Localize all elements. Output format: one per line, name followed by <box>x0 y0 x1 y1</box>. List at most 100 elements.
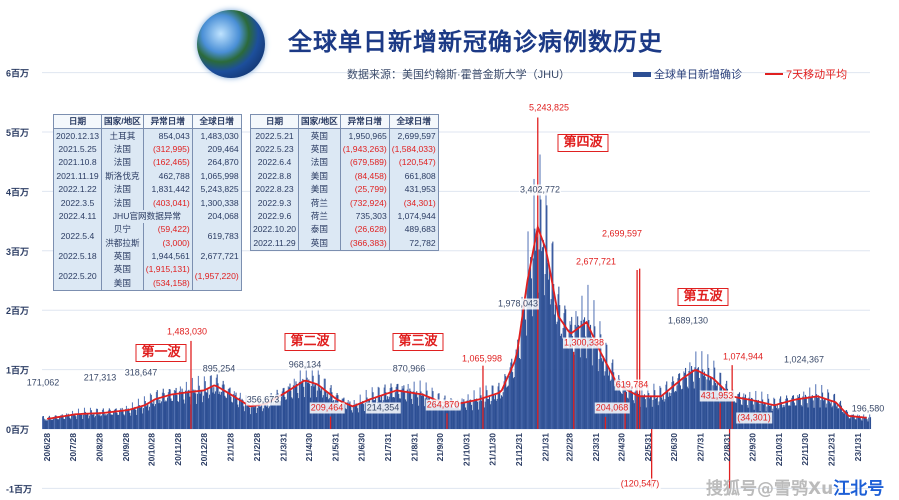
data-label: 214,354 <box>365 402 401 414</box>
daily-bar <box>433 400 435 429</box>
daily-bar <box>345 409 348 429</box>
daily-bar <box>585 358 587 429</box>
daily-bar <box>540 199 542 429</box>
daily-bar <box>214 391 217 429</box>
daily-bar <box>274 404 276 429</box>
table-cell: 法国 <box>298 156 341 170</box>
wave-label: 第五波 <box>677 288 729 306</box>
daily-bar <box>732 391 735 429</box>
daily-bar <box>244 411 246 429</box>
daily-bar <box>684 372 686 429</box>
daily-bar <box>584 317 586 429</box>
daily-bar <box>405 399 407 429</box>
daily-bar <box>722 389 724 429</box>
daily-bar <box>633 403 635 429</box>
daily-bar <box>174 390 176 429</box>
daily-bar <box>673 381 675 429</box>
daily-bar <box>481 400 483 429</box>
daily-bar <box>199 393 201 429</box>
daily-bar <box>95 408 98 429</box>
daily-bar <box>838 408 840 429</box>
daily-bar <box>499 390 501 429</box>
y-tick-label: -1百万 <box>6 484 32 494</box>
data-label: 356,673 <box>245 394 281 406</box>
daily-bar <box>547 262 549 429</box>
table-cell: 661,808 <box>388 169 439 183</box>
daily-bar <box>476 398 478 429</box>
daily-bar <box>775 407 777 429</box>
daily-bar <box>780 402 783 429</box>
daily-bar <box>451 399 453 429</box>
daily-bar <box>179 386 181 429</box>
daily-bar <box>237 404 239 429</box>
daily-bar <box>641 385 643 429</box>
table-row: 2022.10.20 泰国 (26,628) 489,683 <box>249 223 439 237</box>
daily-bar <box>682 377 684 429</box>
daily-bar <box>817 395 819 429</box>
daily-bar <box>729 400 731 429</box>
daily-bar <box>156 390 158 429</box>
daily-bar <box>81 414 83 429</box>
daily-bar <box>258 400 260 429</box>
daily-bar <box>88 418 90 429</box>
daily-bar <box>512 378 514 429</box>
legend-average: 7天移动平均 <box>765 66 847 82</box>
daily-bar <box>590 336 592 429</box>
daily-bar <box>57 419 59 429</box>
daily-bar <box>282 388 284 429</box>
table-cell: 2022.6.4 <box>249 156 300 170</box>
x-tick-label: 20/8/28 <box>94 433 104 462</box>
daily-bar <box>479 387 481 429</box>
table-header-row: 日期 国家/地区 异常日增 全球日增 <box>52 114 242 130</box>
daily-bar <box>790 401 792 429</box>
daily-bar <box>851 414 853 429</box>
daily-bar <box>709 380 711 429</box>
daily-bar <box>627 398 629 429</box>
table-cell: 2022.8.8 <box>249 169 300 183</box>
table-cell: 2021.10.8 <box>52 156 103 170</box>
daily-bar <box>300 382 302 429</box>
table-cell: 贝宁 <box>101 223 144 237</box>
daily-bar <box>357 412 360 429</box>
daily-bar <box>360 402 362 429</box>
daily-bar <box>139 407 141 429</box>
daily-bar <box>198 385 200 429</box>
daily-bar <box>306 377 308 429</box>
daily-bar <box>701 351 703 429</box>
daily-bar <box>262 411 264 429</box>
daily-bar <box>504 374 506 429</box>
daily-bar <box>191 377 193 429</box>
daily-bar <box>250 407 252 429</box>
daily-bar <box>462 402 464 429</box>
daily-bar <box>490 401 492 429</box>
daily-bar <box>461 398 463 429</box>
daily-bar <box>554 304 556 429</box>
daily-bar <box>400 389 402 429</box>
data-label: 209,464 <box>309 402 345 414</box>
table-row: 2022.1.22 法国 1,831,442 5,243,825 <box>52 182 242 197</box>
daily-bar <box>852 414 854 429</box>
daily-bar <box>548 265 550 429</box>
daily-bar <box>144 401 146 429</box>
daily-bar <box>538 249 540 429</box>
daily-bar <box>410 390 412 429</box>
daily-bar <box>771 411 773 429</box>
daily-bar <box>496 398 498 429</box>
daily-bar <box>193 392 195 429</box>
daily-bar <box>503 381 505 429</box>
daily-bar <box>167 392 169 429</box>
daily-bar <box>96 408 98 429</box>
daily-bar <box>854 419 856 429</box>
daily-bar <box>493 395 495 429</box>
daily-bar <box>256 413 258 429</box>
daily-bar <box>646 397 648 429</box>
daily-bar <box>726 380 728 429</box>
daily-bar <box>351 410 353 429</box>
daily-bar <box>592 341 594 429</box>
daily-bar <box>155 404 157 429</box>
y-tick-label: 4百万 <box>6 187 29 197</box>
table-cell: 1,944,561 <box>142 249 193 264</box>
daily-bar <box>419 380 421 429</box>
daily-bar <box>205 392 207 429</box>
daily-bar <box>844 412 846 429</box>
